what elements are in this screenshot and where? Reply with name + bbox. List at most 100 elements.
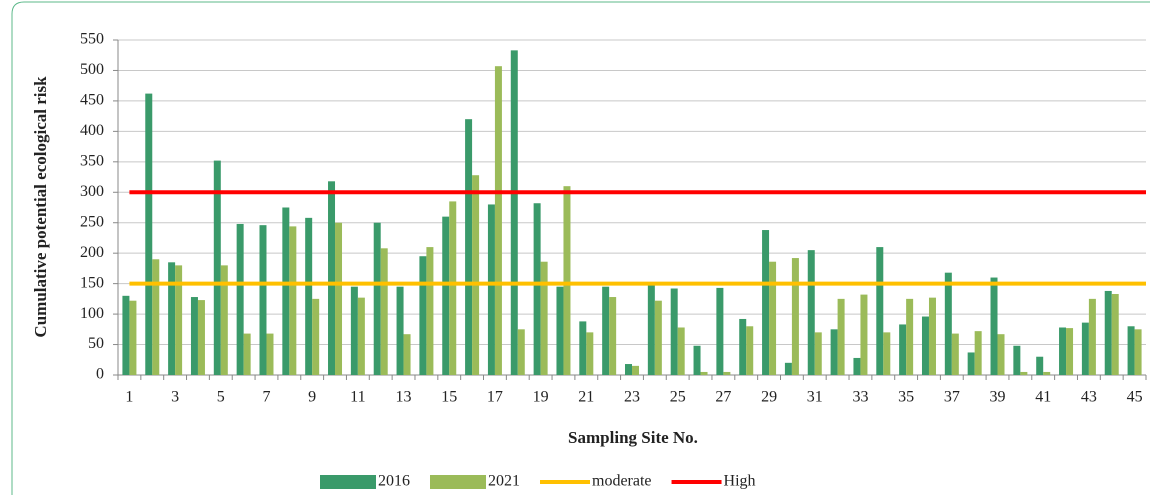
bar bbox=[563, 186, 571, 375]
bar bbox=[579, 321, 587, 375]
bar bbox=[494, 66, 502, 375]
legend-label: 2021 bbox=[488, 473, 520, 490]
bar bbox=[380, 248, 388, 375]
bar bbox=[487, 204, 495, 375]
bar bbox=[213, 160, 221, 375]
y-tick-label: 300 bbox=[80, 183, 104, 200]
bar bbox=[289, 226, 297, 375]
legend-swatch bbox=[320, 475, 376, 489]
bar bbox=[830, 329, 838, 375]
bar bbox=[928, 297, 936, 375]
y-tick-label: 350 bbox=[80, 152, 104, 169]
bar bbox=[266, 333, 274, 375]
bar bbox=[243, 333, 251, 375]
bar bbox=[373, 222, 381, 375]
bar bbox=[510, 50, 518, 375]
bar bbox=[129, 300, 137, 375]
bar bbox=[609, 297, 617, 375]
bar bbox=[814, 332, 822, 375]
bar bbox=[220, 265, 228, 375]
bar bbox=[1013, 345, 1021, 375]
y-tick-label: 550 bbox=[80, 31, 104, 48]
bar bbox=[145, 93, 153, 375]
bar bbox=[168, 262, 176, 375]
bar bbox=[837, 298, 845, 375]
bar bbox=[853, 357, 861, 375]
bar bbox=[556, 286, 564, 375]
bar bbox=[1111, 293, 1119, 375]
x-tick-label: 15 bbox=[441, 389, 457, 406]
bar bbox=[700, 371, 708, 375]
bar bbox=[586, 332, 594, 375]
bar bbox=[1059, 327, 1067, 375]
bar bbox=[1134, 329, 1142, 375]
bar bbox=[791, 258, 799, 375]
bar bbox=[602, 286, 610, 375]
bar bbox=[197, 300, 205, 375]
bar bbox=[944, 272, 952, 375]
x-tick-label: 9 bbox=[308, 389, 316, 406]
bar bbox=[921, 316, 929, 375]
y-tick-label: 400 bbox=[80, 122, 104, 139]
x-tick-label: 25 bbox=[670, 389, 686, 406]
bar bbox=[259, 225, 267, 375]
bar bbox=[1036, 356, 1044, 375]
x-tick-label: 37 bbox=[944, 389, 960, 406]
x-tick-label: 1 bbox=[125, 389, 133, 406]
bar bbox=[236, 223, 244, 375]
bar bbox=[716, 287, 724, 375]
x-tick-label: 33 bbox=[852, 389, 868, 406]
bar bbox=[860, 294, 868, 375]
x-axis-title: Sampling Site No. bbox=[568, 428, 698, 447]
y-tick-label: 0 bbox=[96, 366, 104, 383]
y-tick-label: 500 bbox=[80, 61, 104, 78]
bar bbox=[403, 334, 411, 375]
bar bbox=[533, 203, 541, 375]
bar bbox=[122, 295, 130, 375]
legend-swatch bbox=[430, 475, 486, 489]
bar bbox=[739, 318, 747, 375]
bar bbox=[282, 207, 290, 375]
bar bbox=[1088, 298, 1096, 375]
y-tick-label: 50 bbox=[88, 335, 104, 352]
x-tick-label: 27 bbox=[715, 389, 731, 406]
bar bbox=[175, 265, 183, 375]
legend-label: 2016 bbox=[378, 473, 410, 490]
bar bbox=[883, 332, 891, 375]
bar bbox=[951, 333, 959, 375]
x-tick-label: 3 bbox=[171, 389, 179, 406]
x-tick-label: 45 bbox=[1127, 389, 1143, 406]
bar bbox=[974, 331, 982, 375]
x-tick-label: 13 bbox=[396, 389, 412, 406]
bar bbox=[472, 175, 480, 375]
frame bbox=[11, 1, 1150, 495]
bar bbox=[449, 201, 457, 375]
bar bbox=[517, 329, 525, 375]
x-tick-label: 7 bbox=[262, 389, 270, 406]
x-tick-label: 19 bbox=[533, 389, 549, 406]
bar bbox=[1043, 371, 1051, 375]
bar bbox=[335, 222, 343, 375]
x-tick-label: 31 bbox=[807, 389, 823, 406]
bar bbox=[442, 216, 450, 375]
bar bbox=[670, 288, 678, 375]
bar bbox=[1081, 322, 1089, 375]
x-tick-label: 17 bbox=[487, 389, 503, 406]
bar bbox=[632, 365, 639, 375]
bar bbox=[426, 247, 434, 375]
bar bbox=[312, 298, 320, 375]
bar bbox=[357, 297, 365, 375]
bar bbox=[328, 181, 336, 375]
bar bbox=[465, 119, 473, 375]
bar bbox=[967, 352, 975, 375]
y-tick-label: 100 bbox=[80, 305, 104, 322]
legend-label: moderate bbox=[592, 473, 652, 490]
x-tick-label: 5 bbox=[217, 389, 225, 406]
y-tick-label: 150 bbox=[80, 274, 104, 291]
y-tick-label: 450 bbox=[80, 92, 104, 109]
bar bbox=[1020, 371, 1028, 375]
bar bbox=[152, 259, 160, 375]
x-tick-label: 39 bbox=[990, 389, 1006, 406]
bar bbox=[876, 247, 884, 375]
